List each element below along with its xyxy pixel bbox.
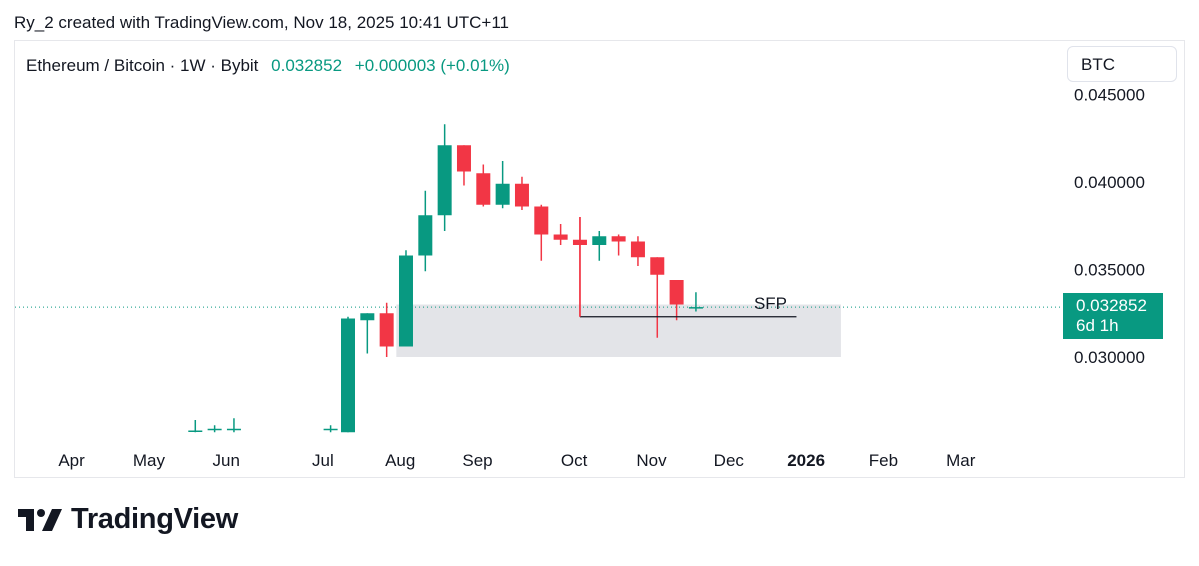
currency-button[interactable]: BTC bbox=[1067, 46, 1177, 82]
candle bbox=[495, 161, 510, 209]
candle bbox=[188, 420, 203, 433]
symbol-title[interactable]: Ethereum / Bitcoin · 1W · Bybit bbox=[26, 56, 259, 75]
last-price: 0.032852 bbox=[271, 56, 343, 75]
time-axis-label: Mar bbox=[946, 451, 976, 470]
candle bbox=[226, 418, 241, 433]
candle-body bbox=[669, 280, 684, 305]
time-axis-label: Oct bbox=[561, 451, 588, 470]
candle-body bbox=[630, 241, 645, 258]
candle bbox=[456, 145, 471, 186]
candle bbox=[379, 302, 394, 357]
candle bbox=[360, 313, 375, 354]
last-price-tag: 0.032852 6d 1h bbox=[1063, 293, 1163, 339]
time-axis-label: Apr bbox=[58, 451, 85, 470]
time-axis-label: Jul bbox=[312, 451, 334, 470]
logo-wordmark: TradingView bbox=[71, 503, 238, 535]
price-change: +0.000003 (+0.01%) bbox=[354, 56, 510, 75]
candle-body bbox=[226, 428, 241, 431]
price-axis-label: 0.030000 bbox=[1074, 348, 1145, 367]
candle-body bbox=[688, 307, 703, 309]
candle bbox=[688, 292, 703, 312]
candle bbox=[207, 425, 222, 433]
price-axis[interactable]: 0.045000 0.040000 0.035000 0.030000 bbox=[1074, 86, 1145, 368]
candle-body bbox=[341, 318, 355, 433]
candle-body bbox=[418, 215, 433, 256]
symbol-header: Ethereum / Bitcoin · 1W · Bybit 0.032852… bbox=[26, 56, 510, 76]
candle bbox=[650, 257, 665, 338]
price-axis-label: 0.035000 bbox=[1074, 261, 1145, 280]
time-axis-label: Dec bbox=[714, 451, 745, 470]
time-axis-label: Sep bbox=[462, 451, 492, 470]
candle-body bbox=[534, 206, 549, 235]
candle bbox=[534, 204, 549, 261]
candle-body bbox=[398, 255, 413, 347]
price-tag-value: 0.032852 bbox=[1076, 296, 1147, 315]
candle-body bbox=[379, 313, 394, 347]
candle bbox=[553, 224, 568, 245]
candle bbox=[630, 236, 645, 266]
tradingview-logo-icon bbox=[18, 508, 62, 531]
time-axis-label: Nov bbox=[636, 451, 667, 470]
candle bbox=[611, 234, 626, 256]
candle-body bbox=[611, 236, 626, 242]
candle-body bbox=[323, 428, 338, 431]
candle bbox=[341, 316, 355, 433]
candle-body bbox=[514, 183, 529, 207]
candle-body bbox=[650, 257, 665, 275]
price-axis-label: 0.040000 bbox=[1074, 173, 1145, 192]
candle-body bbox=[476, 173, 491, 205]
candle bbox=[514, 176, 529, 210]
support-zone bbox=[396, 304, 841, 357]
candle-body bbox=[360, 313, 375, 321]
time-axis-label: Aug bbox=[385, 451, 415, 470]
candle bbox=[669, 280, 684, 321]
candle-body bbox=[437, 145, 452, 216]
candle-body bbox=[553, 234, 568, 240]
candle bbox=[323, 425, 338, 433]
candle bbox=[398, 250, 413, 347]
candle-body bbox=[495, 183, 510, 205]
candles-group bbox=[188, 124, 703, 433]
candle bbox=[476, 164, 491, 207]
time-axis-label: 2026 bbox=[787, 451, 825, 470]
chart-credit: Ry_2 created with TradingView.com, Nov 1… bbox=[14, 13, 510, 32]
time-axis[interactable]: Apr May Jun Jul Aug Sep Oct Nov Dec 2026 Feb Mar bbox=[58, 451, 975, 470]
candle-body bbox=[456, 145, 471, 172]
candle bbox=[437, 124, 452, 231]
chart-frame bbox=[14, 40, 1185, 478]
time-axis-label: Jun bbox=[213, 451, 240, 470]
candle-body bbox=[188, 430, 203, 432]
candle-body bbox=[207, 428, 222, 431]
candle-body bbox=[592, 236, 607, 245]
price-axis-label: 0.045000 bbox=[1074, 86, 1145, 105]
candle bbox=[418, 190, 433, 272]
sfp-label: SFP bbox=[754, 294, 787, 313]
candle bbox=[592, 231, 607, 261]
price-tag-countdown: 6d 1h bbox=[1076, 316, 1119, 335]
time-axis-label: May bbox=[133, 451, 166, 470]
tradingview-logo[interactable]: TradingView bbox=[18, 503, 238, 536]
time-axis-label: Feb bbox=[869, 451, 898, 470]
